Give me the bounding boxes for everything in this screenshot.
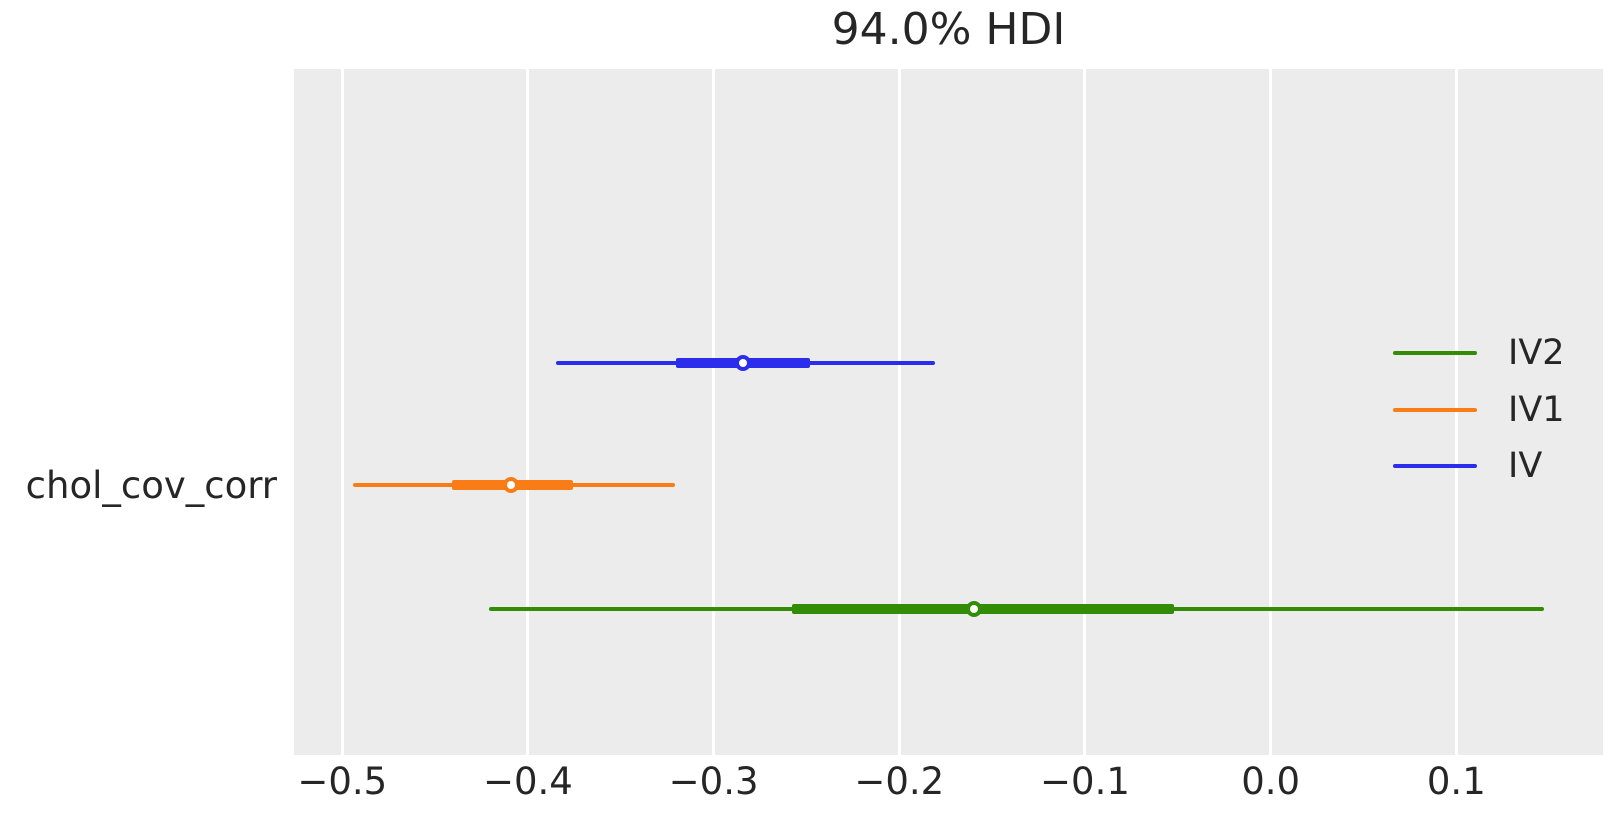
- interquartile-line-iv2: [791, 604, 1175, 615]
- legend-label-iv: IV: [1508, 446, 1543, 486]
- legend-line-iv: [1393, 464, 1477, 468]
- legend-line-iv1: [1393, 407, 1477, 412]
- legend-label-iv1: IV1: [1508, 389, 1565, 430]
- gridline-x-1: [526, 69, 530, 755]
- x-tick-label-5: 0.0: [1241, 760, 1301, 803]
- gridline-x-5: [1269, 69, 1273, 755]
- gridline-x-6: [1454, 69, 1458, 755]
- x-tick-label-2: −0.3: [668, 760, 759, 803]
- x-tick-label-0: −0.5: [297, 760, 388, 803]
- legend-line-iv2: [1393, 351, 1477, 355]
- y-axis-variable-label: chol_cov_corr: [25, 464, 277, 507]
- plot-title: 94.0% HDI: [831, 4, 1066, 55]
- median-marker-iv1: [503, 476, 520, 493]
- gridline-x-4: [1083, 69, 1087, 755]
- legend-label-iv2: IV2: [1508, 333, 1565, 373]
- x-tick-label-4: −0.1: [1040, 760, 1130, 803]
- x-tick-label-3: −0.2: [854, 760, 945, 803]
- median-marker-iv: [735, 355, 752, 372]
- plot-area: [294, 69, 1603, 755]
- x-tick-label-6: 0.1: [1426, 760, 1486, 803]
- gridline-x-3: [897, 69, 901, 755]
- median-marker-iv2: [965, 601, 982, 618]
- x-tick-label-1: −0.4: [483, 760, 573, 803]
- gridline-x-0: [340, 69, 344, 755]
- gridline-x-2: [712, 69, 716, 755]
